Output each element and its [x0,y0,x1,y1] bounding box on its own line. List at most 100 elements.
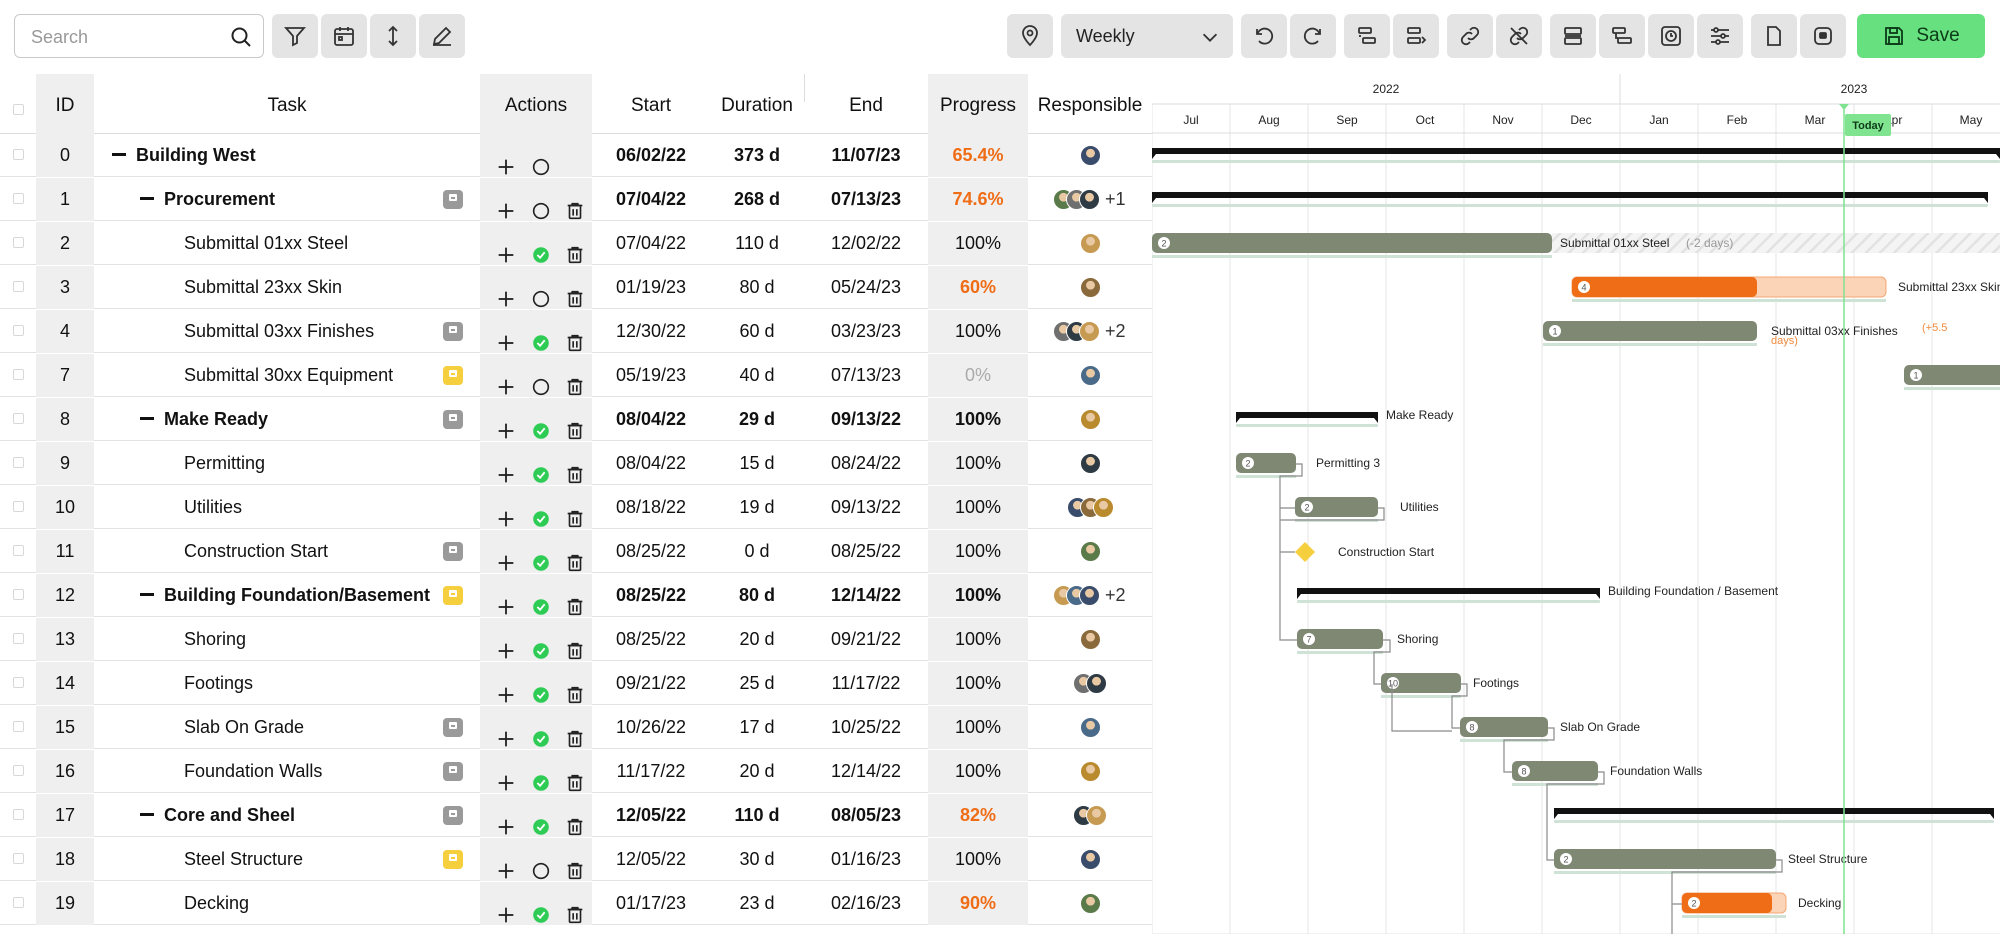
completed-check-icon[interactable] [530,453,552,483]
task-end[interactable]: 12/14/22 [830,761,902,781]
task-progress[interactable]: 100% [928,750,1028,793]
delete-icon[interactable] [564,321,586,352]
task-end[interactable]: 09/21/22 [830,629,902,649]
task-progress[interactable]: 100% [928,442,1028,485]
row-checkbox[interactable] [13,677,24,688]
task-name[interactable]: Building West [94,134,480,177]
task-row[interactable]: 10 Utilities 08/18/22 19 d 09/13/22 100% [0,486,1152,529]
archive-button[interactable] [1800,14,1846,58]
task-row[interactable]: 2 Submittal 01xx Steel 07/04/22 110 d 12/02/… [0,222,1152,265]
task-duration[interactable]: 17 d [739,717,775,737]
column-header-start[interactable]: Start [630,95,672,116]
task-end[interactable]: 08/05/23 [830,805,902,825]
task-row[interactable]: 9 Permitting 08/04/22 15 d 08/24/22 100% [0,442,1152,485]
column-header-progress[interactable]: Progress [928,74,1028,134]
task-end[interactable]: 02/16/23 [830,893,902,913]
task-note-icon[interactable] [443,322,463,341]
task-row[interactable]: 8 Make Ready 08/04/22 29 d 09/13/22 100% [0,398,1152,441]
task-duration[interactable]: 20 d [739,761,775,781]
task-start[interactable]: 10/26/22 [615,717,687,737]
more-assignees-count[interactable]: +2 [1105,585,1126,605]
task-note-icon[interactable] [443,190,463,209]
task-duration[interactable]: 373 d [733,145,781,165]
delete-icon[interactable] [564,189,586,220]
completed-check-icon[interactable] [530,761,552,791]
avatar[interactable] [1080,365,1101,386]
task-progress[interactable]: 100% [928,574,1028,617]
task-start[interactable]: 12/05/22 [615,849,687,869]
collapse-toggle-icon[interactable] [140,416,154,420]
column-header-actions[interactable]: Actions [480,74,592,134]
status-circle-icon[interactable] [530,189,552,220]
task-progress[interactable]: 100% [928,486,1028,529]
completed-check-icon[interactable] [530,629,552,659]
status-circle-icon[interactable] [530,145,552,176]
search-box[interactable] [14,14,264,58]
task-duration[interactable]: 80 d [739,277,775,297]
task-note-icon[interactable] [443,806,463,825]
row-checkbox[interactable] [13,237,24,248]
task-start[interactable]: 07/04/22 [615,189,687,209]
task-progress[interactable]: 100% [928,222,1028,265]
edit-button[interactable] [419,14,465,58]
redo-button[interactable] [1290,14,1336,58]
more-assignees-count[interactable]: +2 [1105,321,1126,341]
task-end[interactable]: 08/25/22 [830,541,902,561]
add-subtask-icon[interactable] [495,629,517,659]
delete-icon[interactable] [564,893,586,924]
task-end[interactable]: 11/17/22 [831,673,901,693]
avatar[interactable] [1080,849,1101,870]
delete-icon[interactable] [564,849,586,880]
task-name[interactable]: Core and Sheel [94,794,480,837]
completed-check-icon[interactable] [530,497,552,527]
task-progress[interactable]: 100% [928,530,1028,573]
task-bar[interactable] [1572,277,1757,297]
task-note-icon[interactable] [443,586,463,605]
task-end[interactable]: 03/23/23 [830,321,902,341]
task-bar[interactable] [1381,673,1461,693]
filter-button[interactable] [272,14,318,58]
task-name[interactable]: Foundation Walls [94,750,480,793]
row-checkbox[interactable] [13,853,24,864]
task-bar[interactable] [1554,849,1776,869]
completed-check-icon[interactable] [530,321,552,351]
column-divider[interactable] [804,74,805,102]
completed-check-icon[interactable] [530,409,552,439]
add-subtask-icon[interactable] [495,585,517,615]
task-end[interactable]: 05/24/23 [830,277,902,297]
task-note-icon[interactable] [443,542,463,561]
row-checkbox[interactable] [13,413,24,424]
row-checkbox[interactable] [13,897,24,908]
delete-icon[interactable] [564,585,586,616]
add-subtask-icon[interactable] [495,717,517,747]
completed-check-icon[interactable] [530,585,552,615]
undo-button[interactable] [1241,14,1287,58]
avatar[interactable] [1080,893,1101,914]
summary-bar[interactable] [1554,808,1994,814]
task-progress[interactable]: 60% [928,266,1028,309]
task-name[interactable]: Submittal 01xx Steel [94,222,480,265]
task-note-icon[interactable] [443,850,463,869]
task-name[interactable]: Building Foundation/Basement [94,574,480,617]
task-duration[interactable]: 110 d [734,805,780,825]
row-checkbox[interactable] [13,149,24,160]
row-checkbox[interactable] [13,457,24,468]
add-subtask-icon[interactable] [495,145,517,175]
task-progress[interactable]: 100% [928,706,1028,749]
task-duration[interactable]: 268 d [733,189,781,209]
task-duration[interactable]: 110 d [735,233,779,253]
task-duration[interactable]: 29 d [738,409,776,429]
task-row[interactable]: 4 Submittal 03xx Finishes 12/30/22 60 d 03/2… [0,310,1152,353]
add-subtask-icon[interactable] [495,321,517,351]
task-duration[interactable]: 25 d [739,673,775,693]
critical-path-button[interactable] [1599,14,1645,58]
completed-check-icon[interactable] [530,541,552,571]
task-duration[interactable]: 30 d [739,849,775,869]
task-name[interactable]: Shoring [94,618,480,661]
task-name[interactable]: Slab On Grade [94,706,480,749]
avatar[interactable] [1080,717,1101,738]
collapse-toggle-icon[interactable] [140,592,154,596]
row-checkbox[interactable] [13,501,24,512]
task-row[interactable]: 1 Procurement 07/04/22 268 d 07/13/23 74.6% +1 [0,178,1152,221]
task-name[interactable]: Decking [94,882,480,925]
